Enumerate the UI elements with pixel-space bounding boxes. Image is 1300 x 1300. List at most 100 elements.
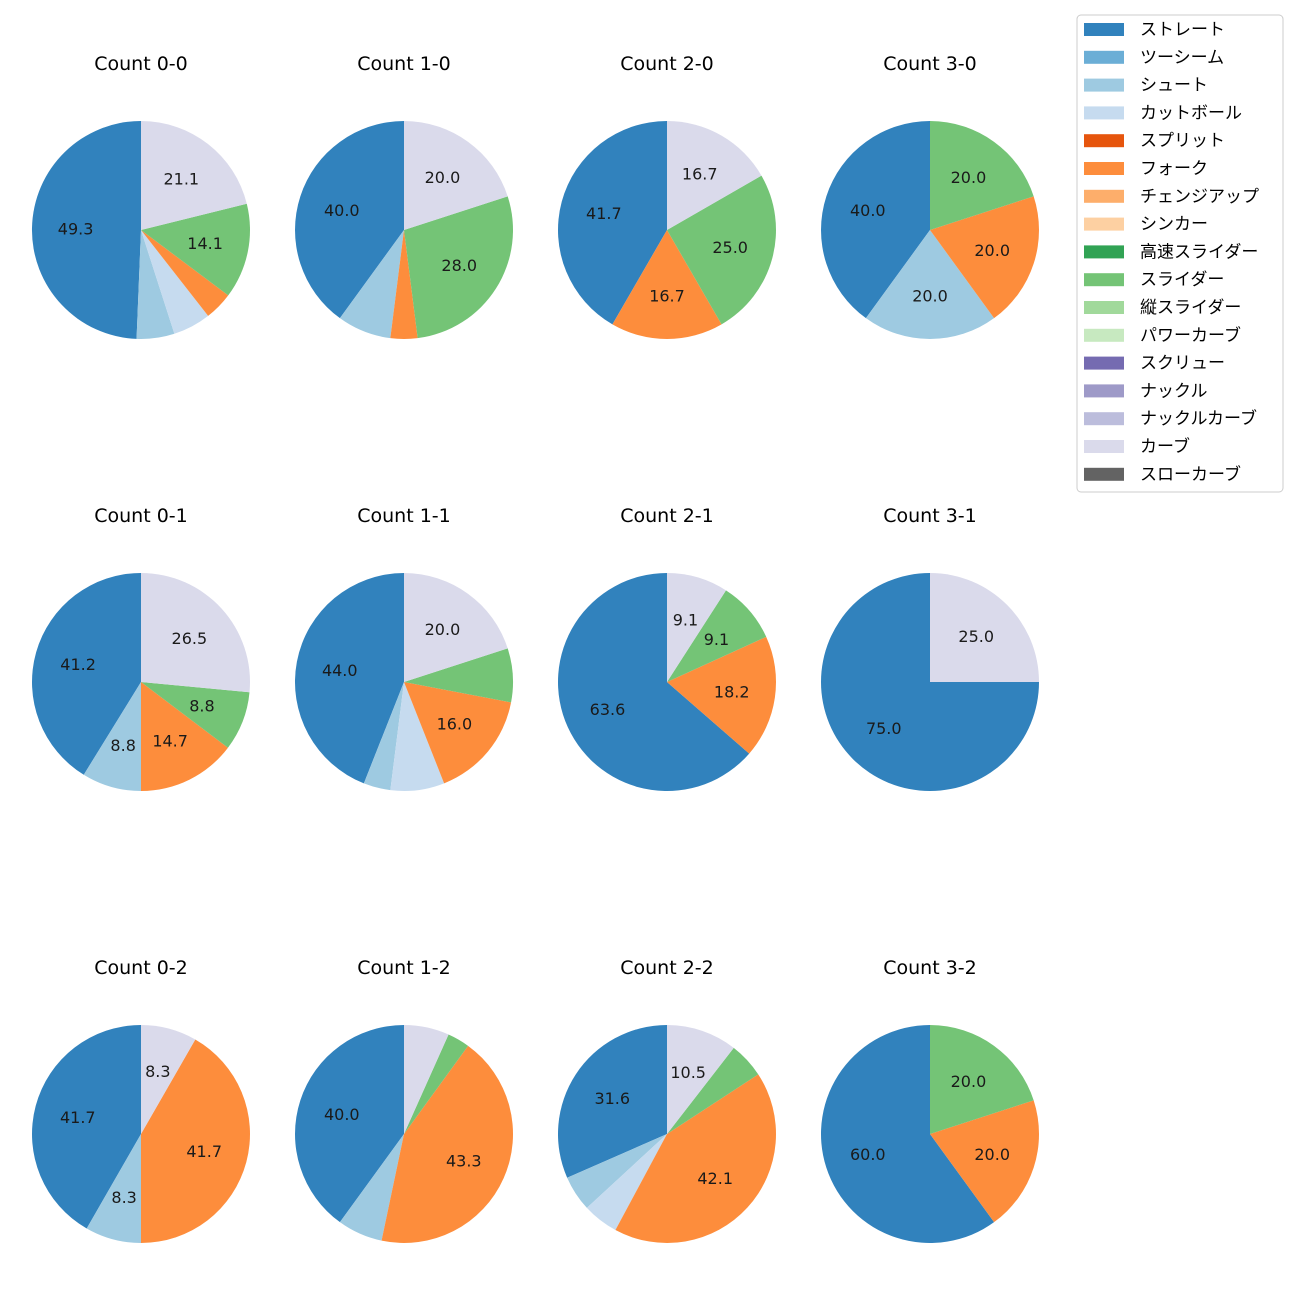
legend-swatch: [1084, 384, 1124, 398]
legend-label: スライダー: [1140, 270, 1224, 290]
pie-slice: [930, 120, 1034, 230]
legend-label: スプリット: [1140, 131, 1225, 151]
pie-slice: [83, 682, 141, 791]
slice-label: 40.0: [850, 201, 886, 220]
legend-item: スプリット: [1084, 131, 1225, 151]
pie-slice: [615, 1074, 776, 1243]
slice-label: 20.0: [951, 168, 987, 187]
slice-label: 8.8: [110, 736, 135, 755]
slice-label: 10.5: [670, 1063, 706, 1082]
pie-slice: [141, 230, 209, 334]
legend-label: 縦スライダー: [1140, 298, 1241, 318]
legend-item: スライダー: [1084, 270, 1224, 290]
pie-slice: [667, 175, 776, 325]
legend-item: ナックルカーブ: [1084, 408, 1257, 429]
legend-label: ナックルカーブ: [1140, 408, 1257, 429]
legend-label: スローカーブ: [1140, 464, 1241, 485]
slice-label: 20.0: [974, 1145, 1010, 1164]
pie-slice: [141, 230, 229, 316]
pie-slice: [667, 1025, 734, 1134]
pie-slice: [667, 1047, 759, 1134]
legend-item: ナックル: [1084, 381, 1208, 401]
legend-label: カーブ: [1140, 436, 1190, 457]
legend-item: スローカーブ: [1084, 464, 1241, 485]
pie-title: Count 2-2: [620, 957, 714, 979]
slice-label: 60.0: [850, 1145, 886, 1164]
slice-label: 31.6: [594, 1089, 630, 1108]
slice-label: 49.3: [58, 220, 94, 239]
pie-slice: [567, 1134, 667, 1208]
pie-slice: [141, 1025, 196, 1134]
pie-slice: [86, 1134, 141, 1243]
legend-label: パワーカーブ: [1140, 325, 1241, 346]
slice-label: 14.1: [187, 234, 223, 253]
pie-slice: [667, 121, 762, 230]
slice-label: 8.3: [145, 1062, 170, 1081]
pie-chart: Count 1-2 40.0 43.3: [295, 957, 514, 1244]
legend-item: 高速スライダー: [1084, 242, 1258, 262]
pie-slice: [404, 572, 508, 682]
legend-swatch: [1084, 301, 1124, 314]
slice-label: 41.7: [186, 1142, 222, 1161]
pie-slice: [32, 573, 141, 775]
pie-slice: [294, 573, 404, 784]
slice-label: 20.0: [951, 1072, 987, 1091]
slice-label: 21.1: [163, 169, 199, 188]
legend-label: 高速スライダー: [1140, 242, 1258, 262]
pie-slice: [390, 230, 418, 339]
legend-swatch: [1084, 328, 1124, 342]
legend-label: カットボール: [1140, 103, 1242, 123]
pie-slice: [557, 573, 750, 791]
legend-swatch: [1084, 467, 1124, 481]
pie-slice: [865, 230, 995, 339]
legend-item: パワーカーブ: [1084, 325, 1241, 346]
pie-title: Count 3-1: [883, 505, 977, 527]
pie-chart: Count 0-2 41.7 8.3 41.7 8.3: [32, 957, 250, 1243]
pie-slice: [141, 682, 250, 748]
pie-slice: [141, 203, 251, 296]
pie-slice: [141, 682, 228, 791]
legend-swatch: [1084, 412, 1124, 426]
slice-label: 42.1: [697, 1169, 733, 1188]
pie-slice: [136, 230, 175, 340]
pie-slice: [295, 121, 404, 319]
legend-item: シュート: [1084, 76, 1208, 96]
slice-label: 41.7: [586, 204, 622, 223]
pie-slice: [404, 648, 514, 703]
slice-label: 40.0: [324, 201, 360, 220]
pie-chart: Count 3-1 75.0 25.0: [821, 505, 1039, 791]
legend-item: フォーク: [1084, 159, 1208, 179]
slice-label: 41.7: [60, 1108, 96, 1127]
pie-slice: [295, 1025, 404, 1223]
pie-slice: [820, 1025, 995, 1243]
legend-swatch: [1084, 440, 1124, 453]
legend-item: チェンジアップ: [1084, 187, 1259, 207]
legend-swatch: [1084, 217, 1124, 231]
legend-swatch: [1084, 134, 1124, 148]
pie-slice: [32, 1025, 141, 1229]
pie-slice: [404, 682, 512, 784]
legend-label: ナックル: [1140, 381, 1208, 401]
slice-label: 20.0: [425, 168, 461, 187]
slice-label: 75.0: [866, 719, 902, 738]
pie-title: Count 1-2: [357, 957, 451, 979]
legend-label: ストレート: [1140, 20, 1225, 40]
legend-swatch: [1084, 23, 1124, 36]
pie-slice: [404, 1034, 469, 1134]
slice-label: 44.0: [322, 661, 358, 680]
slice-label: 63.6: [590, 700, 626, 719]
pie-slice: [390, 682, 445, 792]
pie-chart: Count 2-1 63.6 18.2 9.1 9.1: [557, 505, 776, 791]
pie-slice: [381, 1045, 514, 1244]
pie-title: Count 3-2: [883, 957, 977, 979]
pie-title: Count 1-0: [357, 53, 451, 75]
pie-slice: [667, 573, 726, 682]
legend-item: シンカー: [1084, 215, 1208, 235]
pie-title: Count 0-1: [94, 505, 188, 527]
slice-label: 41.2: [60, 655, 96, 674]
pie-chart: Count 2-0 41.7 16.7 25.0 16.7: [557, 53, 776, 340]
pie-chart: Count 0-141.28.8 14.78.826.5: [32, 505, 251, 791]
legend-swatch: [1084, 106, 1124, 120]
legend-item: 縦スライダー: [1084, 298, 1241, 318]
